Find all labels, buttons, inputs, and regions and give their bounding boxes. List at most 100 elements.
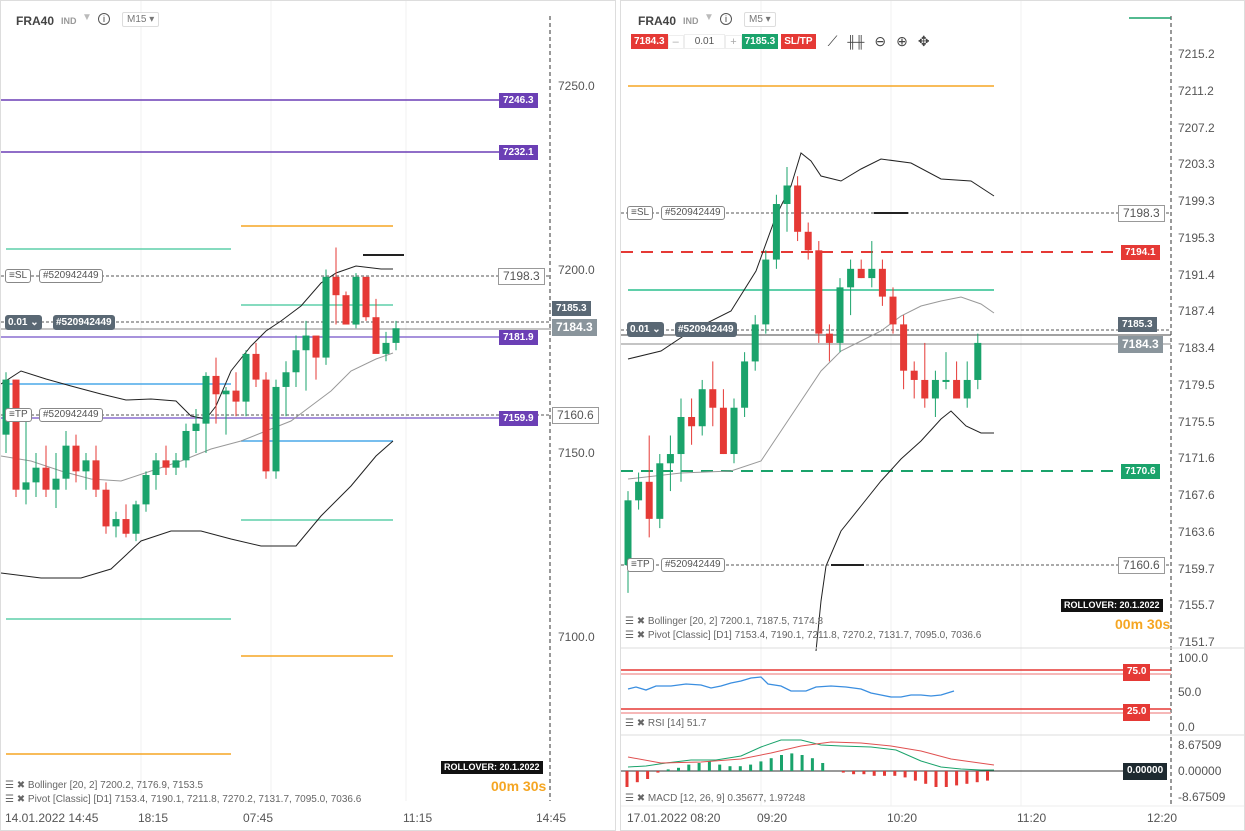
move-icon[interactable]: ✥: [917, 33, 930, 49]
candle: [794, 176, 802, 242]
sl-order-id[interactable]: #520942449: [39, 269, 103, 283]
symbol-name[interactable]: FRA40: [16, 14, 55, 28]
macd-bar: [821, 763, 825, 771]
price-tick: 7187.4: [1178, 304, 1215, 319]
candle: [172, 453, 180, 476]
candle: [698, 379, 706, 436]
candle-body: [783, 185, 791, 205]
tp-order-id[interactable]: #520942449: [661, 558, 725, 572]
time-tick: 11:15: [403, 811, 433, 825]
candle: [815, 241, 823, 343]
sl-price-label: 7198.3: [498, 268, 545, 285]
position-lot-select[interactable]: 0.01 ⌄: [627, 322, 664, 337]
pivot-label: 7232.1: [499, 145, 538, 160]
time-tick: 14.01.2022 14:45: [5, 811, 99, 825]
chevron-down-icon[interactable]: ▼: [704, 12, 714, 23]
sell-button[interactable]: 7184.3: [631, 34, 668, 49]
candle-body: [42, 467, 50, 490]
chevron-down-icon[interactable]: ▼: [82, 12, 92, 23]
candle-timer: 00m 30s: [491, 778, 547, 794]
candle-body: [232, 390, 240, 402]
zoom-in-icon[interactable]: ⊕: [896, 33, 908, 49]
macd-tick: 8.67509: [1178, 738, 1222, 752]
candle: [910, 361, 918, 399]
sl-order-id[interactable]: #520942449: [661, 206, 725, 220]
price-tick: 7183.4: [1178, 341, 1215, 355]
info-icon[interactable]: i: [720, 13, 732, 25]
zoom-out-icon[interactable]: ⊖: [874, 33, 887, 49]
buy-button[interactable]: 7185.3: [741, 34, 779, 49]
candle: [974, 333, 982, 390]
legend-bollinger[interactable]: ☰ ✖ Bollinger [20, 2] 7200.1, 7187.5, 71…: [625, 616, 824, 627]
candle-body: [342, 295, 350, 325]
chart-panel-m15[interactable]: FRA40 IND ▼ i M15 ▾ 7250.0 7200.0 7150.0…: [0, 0, 616, 831]
lot-decrease-button[interactable]: –: [667, 34, 684, 49]
info-icon[interactable]: i: [98, 13, 110, 25]
time-tick: 11:20: [1017, 811, 1047, 825]
candle: [362, 276, 370, 321]
sltp-button[interactable]: SL/TP: [781, 34, 816, 49]
candle: [312, 335, 320, 380]
macd-bar: [852, 771, 856, 775]
legend-bollinger[interactable]: ☰ ✖ Bollinger [20, 2] 7200.2, 7176.9, 71…: [5, 780, 204, 791]
candle: [635, 472, 643, 510]
macd-line: [627, 739, 994, 771]
sl-handle[interactable]: ≡SL: [5, 269, 32, 283]
rsi-tick: 50.0: [1178, 685, 1202, 699]
tp-handle[interactable]: ≡TP: [627, 558, 654, 572]
chart-panel-m5[interactable]: FRA40 IND ▼ i M5 ▾ 7184.3 – 0.01 + 7185.…: [620, 0, 1245, 831]
price-tick: 7167.6: [1178, 488, 1215, 502]
candle-timer: 00m 30s: [1115, 616, 1171, 632]
grid: [140, 1, 407, 801]
pivot-label: 7181.9: [499, 330, 538, 345]
candle-body: [825, 333, 833, 343]
macd-bar: [841, 771, 845, 773]
rollover-badge: ROLLOVER: 20.1.2022: [1061, 599, 1163, 612]
candle-body: [32, 467, 40, 483]
position-id[interactable]: #520942449: [53, 315, 115, 330]
legend-rsi[interactable]: ☰ ✖ RSI [14] 51.7: [625, 718, 707, 729]
candle: [392, 320, 400, 351]
lot-increase-button[interactable]: +: [725, 34, 742, 49]
candle-body: [272, 386, 280, 472]
candle-body: [72, 445, 80, 472]
lot-input[interactable]: 0.01: [683, 34, 726, 49]
candle-body: [624, 500, 632, 566]
macd-bar: [965, 771, 969, 784]
candle: [931, 370, 939, 417]
position-id[interactable]: #520942449: [675, 322, 737, 337]
candle: [232, 372, 240, 417]
candle: [868, 241, 876, 288]
candle-body: [921, 379, 929, 399]
position-lot-select[interactable]: 0.01 ⌄: [5, 315, 42, 330]
candle-body: [282, 372, 290, 387]
time-tick: 07:45: [243, 811, 274, 825]
timeframe-select[interactable]: M5 ▾: [744, 12, 776, 27]
candle: [741, 352, 749, 417]
price-tick: 7199.3: [1178, 194, 1215, 208]
timeframe-select[interactable]: M15 ▾: [122, 12, 160, 27]
candle: [272, 379, 280, 479]
sl-handle[interactable]: ≡SL: [627, 206, 654, 220]
candle-body: [122, 519, 130, 534]
symbol-name[interactable]: FRA40: [638, 14, 677, 28]
legend-pivot[interactable]: ☰ ✖ Pivot [Classic] [D1] 7153.4, 7190.1,…: [625, 630, 982, 641]
candle-body: [172, 460, 180, 468]
price-tick: 7211.2: [1178, 83, 1214, 98]
candle: [889, 287, 897, 334]
macd-bar: [872, 771, 876, 776]
candle-body: [22, 482, 30, 490]
tp-handle[interactable]: ≡TP: [5, 408, 32, 422]
price-chart-m15[interactable]: [1, 1, 616, 831]
time-tick: 12:20: [1147, 811, 1178, 825]
tp-order-id[interactable]: #520942449: [39, 408, 103, 422]
price-chart-m5[interactable]: [621, 1, 1245, 831]
candlestick-icon[interactable]: ╫╫: [847, 34, 865, 49]
candle-body: [666, 454, 674, 464]
candle: [162, 445, 170, 476]
rollover-badge: ROLLOVER: 20.1.2022: [441, 761, 543, 774]
ask-price-label: 7185.3: [1118, 317, 1157, 332]
legend-macd[interactable]: ☰ ✖ MACD [12, 26, 9] 0.35677, 1.97248: [625, 793, 806, 804]
line-chart-icon[interactable]: ⟋: [827, 33, 838, 49]
legend-pivot[interactable]: ☰ ✖ Pivot [Classic] [D1] 7153.4, 7190.1,…: [5, 794, 362, 805]
